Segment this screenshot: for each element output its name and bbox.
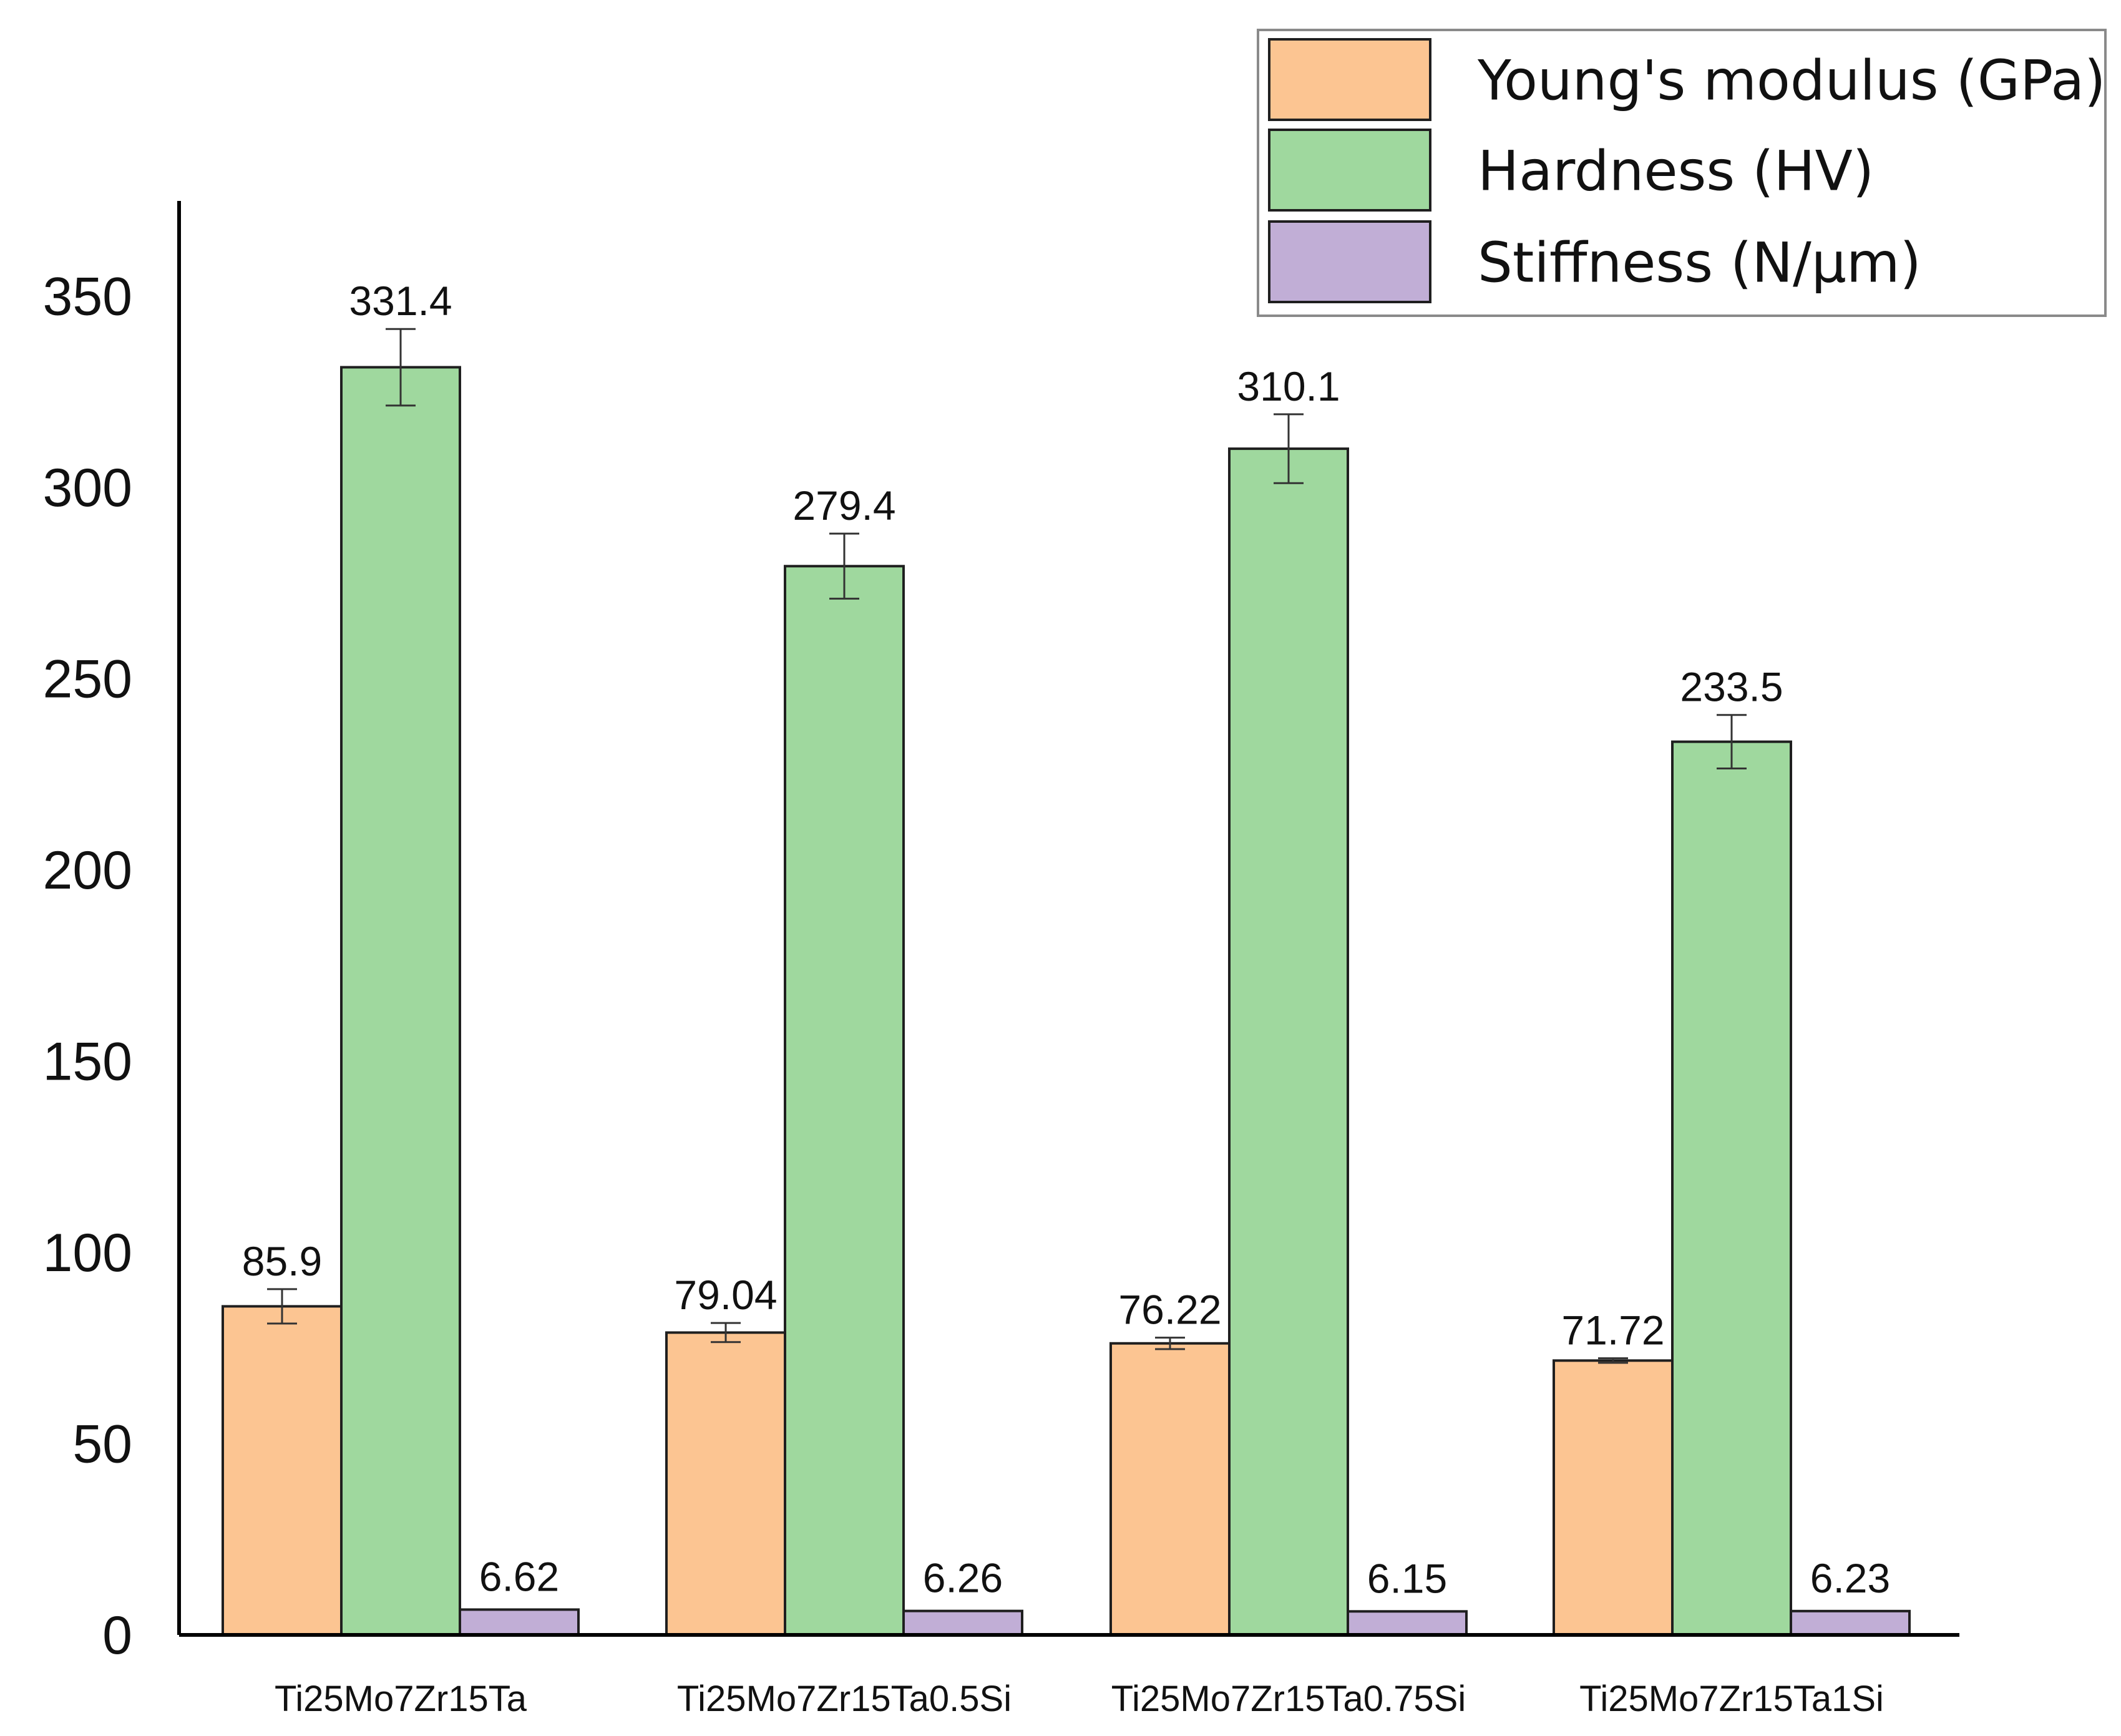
data-label: 6.23 (1810, 1555, 1890, 1601)
bar (1671, 740, 1792, 1636)
legend-swatch (1268, 220, 1431, 303)
axes-layer: Ti25Mo7Zr15Ta Ti25Mo7Zr15Ta0.5Si Ti25Mo7Zr… (43, 201, 1959, 1719)
legend-swatch (1268, 38, 1431, 121)
bar (1347, 1610, 1468, 1637)
legend-label: Hardness (HV) (1478, 139, 1874, 203)
legend-label: Young's modulus (GPa) (1477, 49, 2105, 113)
bar (784, 565, 905, 1637)
bar (1790, 1609, 1911, 1636)
bar (1228, 447, 1349, 1636)
data-label: 279.4 (792, 482, 895, 529)
bar (1109, 1342, 1231, 1637)
y-tick-label: 50 (72, 1415, 132, 1475)
y-tick-label: 0 (102, 1606, 132, 1665)
data-label: 310.1 (1237, 363, 1340, 409)
bar (340, 366, 461, 1637)
bar (665, 1331, 786, 1637)
data-label: 233.5 (1680, 664, 1783, 710)
data-label: 6.15 (1367, 1555, 1447, 1601)
y-tick-label: 300 (43, 458, 133, 518)
y-tick-label: 350 (43, 267, 133, 327)
bar (459, 1608, 580, 1637)
x-tick-label: Ti25Mo7Zr15Ta0.5Si (677, 1679, 1012, 1719)
data-label: 85.9 (242, 1238, 322, 1284)
data-label: 331.4 (349, 278, 452, 324)
y-tick-label: 200 (43, 841, 133, 900)
data-label: 79.04 (674, 1272, 777, 1318)
legend: Young's modulus (GPa) Hardness (HV) Stiffn… (1257, 29, 2107, 317)
data-label: 6.26 (923, 1555, 1003, 1601)
y-tick-label: 250 (43, 650, 133, 710)
legend-swatch (1268, 129, 1431, 212)
y-tick-label: 150 (43, 1032, 133, 1092)
x-tick-label: Ti25Mo7Zr15Ta (275, 1679, 527, 1719)
y-tick-label: 100 (43, 1223, 133, 1283)
data-label: 6.62 (479, 1553, 559, 1599)
data-label: 76.22 (1118, 1287, 1221, 1333)
x-tick-label: Ti25Mo7Zr15Ta1Si (1579, 1679, 1884, 1719)
bar (1553, 1359, 1674, 1637)
legend-label: Stiffness (N/µm) (1478, 231, 1921, 295)
bars-layer: 85.9 331.4 6.62 79.04 279.4 6.26 76.22 310.1 6.1… (222, 278, 1911, 1637)
x-tick-label: Ti25Mo7Zr15Ta0.75Si (1111, 1679, 1466, 1719)
bar (902, 1609, 1023, 1637)
bar (222, 1305, 343, 1637)
data-label: 71.72 (1561, 1307, 1664, 1353)
